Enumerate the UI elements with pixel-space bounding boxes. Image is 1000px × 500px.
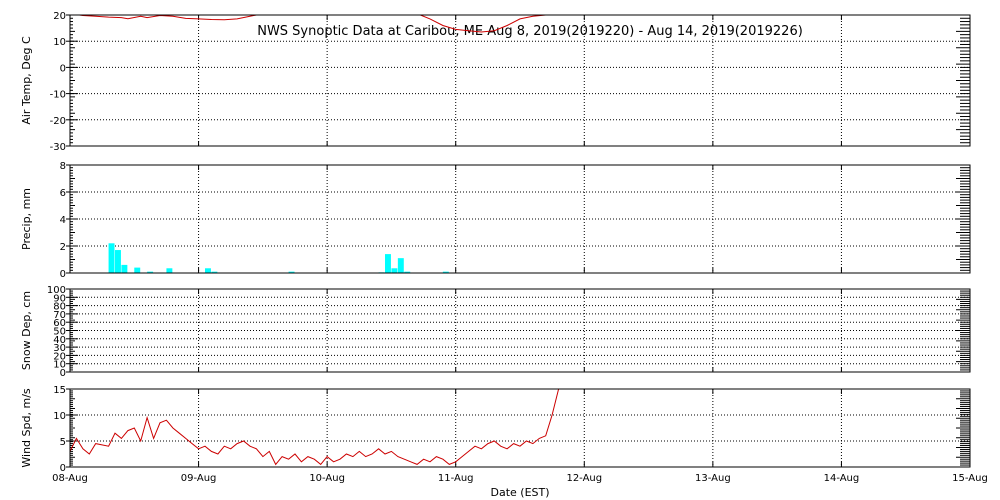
precip-bar: [288, 271, 295, 273]
panel-0: -30 -20 -10 0 10 20 Air Temp, Deg C: [20, 11, 971, 153]
precip-bar: [166, 268, 173, 273]
y-tick-label: 10: [53, 360, 66, 371]
x-axis-label: Date (EST): [490, 486, 549, 499]
panel-frame: [69, 164, 971, 274]
precip-bar: [442, 271, 449, 273]
y-tick-label: 20: [53, 11, 66, 22]
panel-frame: [69, 388, 971, 468]
x-tick-label: 12-Aug: [566, 473, 602, 484]
y-axis-label: Snow Dep, cm: [20, 291, 33, 370]
y-tick-label: 0: [60, 463, 66, 474]
panel-3: 0 5 10 15 Wind Spd, m/s: [20, 385, 971, 474]
x-tick-label: 13-Aug: [695, 473, 731, 484]
x-tick-label: 10-Aug: [309, 473, 345, 484]
x-tick-label: 11-Aug: [438, 473, 474, 484]
precip-bar: [108, 243, 115, 273]
y-tick-label: 2: [60, 242, 66, 253]
precip-bar: [147, 271, 154, 273]
x-tick-label: 15-Aug: [952, 473, 988, 484]
x-tick-label: 09-Aug: [181, 473, 217, 484]
y-tick-label: 30: [53, 343, 66, 354]
y-tick-label: 10: [53, 411, 66, 422]
y-tick-label: 15: [53, 385, 66, 396]
y-tick-label: -20: [50, 116, 66, 127]
y-tick-label: 0: [60, 368, 66, 379]
y-tick-label: 10: [53, 37, 66, 48]
y-tick-label: 100: [47, 285, 66, 296]
precip-bar: [205, 268, 211, 273]
panel-data-1: [108, 243, 449, 273]
y-tick-label: 70: [53, 310, 66, 321]
y-tick-label: 8: [60, 161, 66, 172]
y-tick-label: 6: [60, 188, 66, 199]
y-tick-label: 0: [60, 63, 66, 74]
y-tick-label: 90: [53, 293, 66, 304]
wind-speed-line: [70, 389, 560, 466]
panel-1: 0 2 4 6 8 Precip, mm: [20, 161, 971, 280]
y-tick-label: 80: [53, 302, 66, 313]
y-tick-label: -30: [50, 142, 66, 153]
y-tick-label: 5: [60, 437, 66, 448]
y-tick-label: 20: [53, 351, 66, 362]
x-tick-label: 14-Aug: [824, 473, 860, 484]
y-axis-label: Wind Spd, m/s: [20, 388, 33, 468]
y-tick-label: 50: [53, 327, 66, 338]
y-tick-label: 0: [60, 269, 66, 280]
precip-bar: [115, 250, 121, 273]
precip-bar: [404, 271, 411, 273]
y-tick-label: 4: [60, 215, 66, 226]
precip-bar: [397, 258, 404, 273]
precip-bar: [121, 264, 128, 273]
precip-bar: [385, 254, 391, 273]
precip-bar: [391, 268, 398, 273]
precip-bar: [211, 271, 218, 273]
panel-data-3: [70, 389, 560, 466]
x-axis: 08-Aug 09-Aug 10-Aug 11-Aug 12-Aug 13-Aug 14-A…: [52, 473, 988, 484]
y-tick-label: 40: [53, 335, 66, 346]
x-tick-label: 08-Aug: [52, 473, 88, 484]
panel-frame: [69, 288, 971, 373]
precip-bar: [134, 267, 141, 273]
panel-data-0: [75, 15, 551, 33]
chart-title: NWS Synoptic Data at Caribou, ME Aug 8, …: [257, 24, 803, 39]
air-temp-line: [75, 15, 551, 33]
y-axis-label: Air Temp, Deg C: [20, 36, 33, 125]
y-tick-label: -10: [50, 90, 66, 101]
y-tick-label: 60: [53, 318, 66, 329]
panel-frame: [69, 14, 971, 147]
y-axis-label: Precip, mm: [20, 188, 33, 250]
